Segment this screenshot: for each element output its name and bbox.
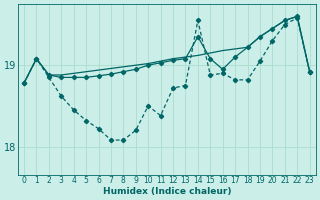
X-axis label: Humidex (Indice chaleur): Humidex (Indice chaleur) bbox=[103, 187, 231, 196]
